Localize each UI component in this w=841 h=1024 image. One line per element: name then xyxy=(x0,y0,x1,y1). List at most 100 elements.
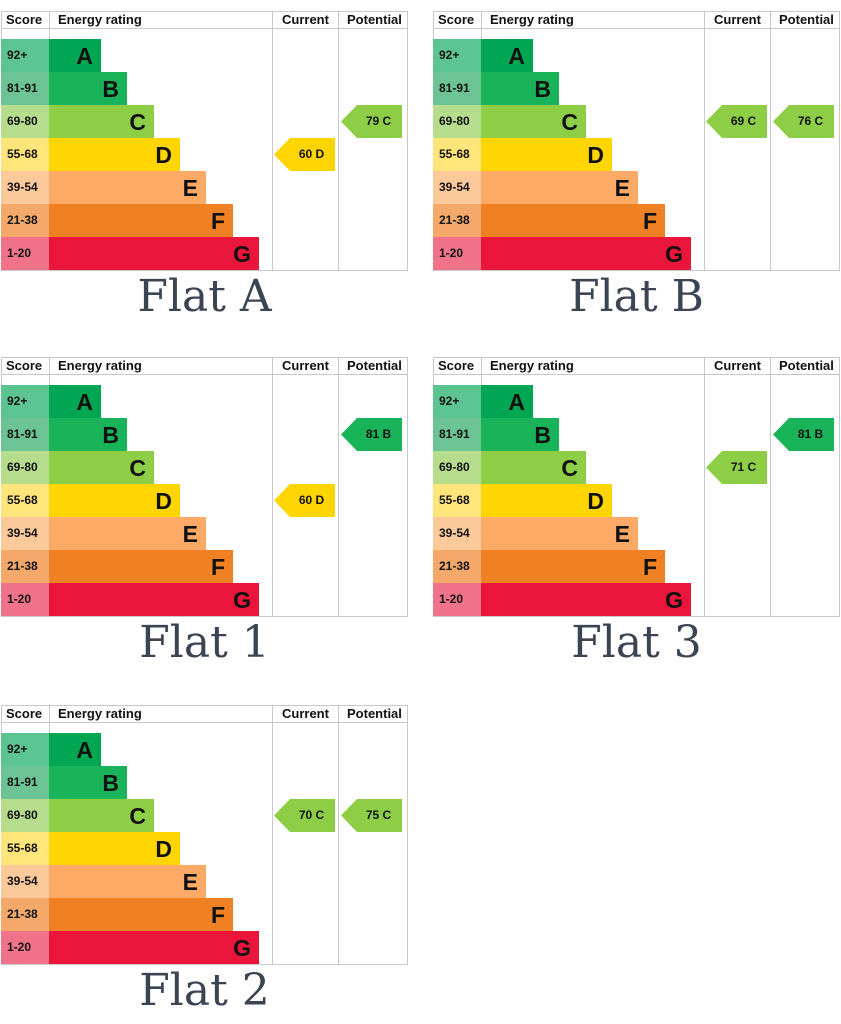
current-rating-label: 71 C xyxy=(730,460,757,474)
current-arrow-shape-shape xyxy=(274,138,335,171)
band-bar-d: D xyxy=(481,138,612,171)
score-range-g: 1-20 xyxy=(1,237,49,270)
band-bar-c: C xyxy=(49,105,154,138)
score-range-e: 39-54 xyxy=(433,517,481,550)
band-letter-d: D xyxy=(155,836,172,862)
score-range-d: 55-68 xyxy=(1,832,49,865)
right-border xyxy=(407,11,408,270)
score-range-b: 81-91 xyxy=(1,418,49,451)
score-range-c: 69-80 xyxy=(1,451,49,484)
band-bar-e: E xyxy=(49,517,206,550)
band-letter-d: D xyxy=(155,142,172,168)
epc-panel: Score Energy rating Current Potential 92+ A 81… xyxy=(1,357,408,668)
score-range-c: 69-80 xyxy=(1,105,49,138)
band-bar-f: F xyxy=(49,550,233,583)
band-letter-c: C xyxy=(129,455,146,481)
score-range-a: 92+ xyxy=(1,733,49,766)
current-header: Current xyxy=(714,12,761,27)
potential-rating-arrow: 81 B xyxy=(773,418,834,451)
epc-table: Score Energy rating Current Potential 92+ A 81… xyxy=(1,11,408,271)
band-letter-b: B xyxy=(102,422,119,448)
potential-header: Potential xyxy=(779,12,834,27)
band-bar-g: G xyxy=(49,583,259,616)
band-letter-c: C xyxy=(129,803,146,829)
band-bar-d: D xyxy=(49,484,180,517)
score-range-a: 92+ xyxy=(1,39,49,72)
potential-divider xyxy=(338,357,339,616)
band-bar-e: E xyxy=(481,517,638,550)
band-bar-f: F xyxy=(481,550,665,583)
flat-title: Flat B xyxy=(569,271,704,322)
score-range-g: 1-20 xyxy=(1,583,49,616)
score-range-g: 1-20 xyxy=(433,237,481,270)
band-letter-a: A xyxy=(76,389,93,415)
band-letter-e: E xyxy=(614,175,630,201)
band-letter-c: C xyxy=(129,109,146,135)
score-range-g: 1-20 xyxy=(1,931,49,964)
current-rating-arrow: 60 D xyxy=(274,138,335,171)
band-letter-e: E xyxy=(182,521,198,547)
current-arrow-shape-shape xyxy=(274,799,335,832)
header-bottom-border xyxy=(433,28,840,29)
current-divider xyxy=(272,11,273,270)
header-bottom-border xyxy=(1,374,408,375)
epc-panel: Score Energy rating Current Potential 92+ A 81… xyxy=(1,11,408,322)
band-letter-a: A xyxy=(76,43,93,69)
header-bottom-border xyxy=(1,28,408,29)
potential-arrow-shape-shape xyxy=(773,418,834,451)
band-bar-a: A xyxy=(49,385,101,418)
band-letter-g: G xyxy=(233,587,251,613)
band-bar-c: C xyxy=(481,451,586,484)
current-arrow-shape xyxy=(706,105,767,138)
potential-arrow-shape-shape xyxy=(773,105,834,138)
flat-title: Flat 3 xyxy=(571,617,702,668)
score-range-a: 92+ xyxy=(433,39,481,72)
band-letter-g: G xyxy=(665,241,683,267)
energy-rating-header: Energy rating xyxy=(490,12,574,27)
table-bottom-border xyxy=(1,616,408,617)
current-header: Current xyxy=(282,706,329,721)
band-bar-d: D xyxy=(481,484,612,517)
band-bar-e: E xyxy=(481,171,638,204)
score-header: Score xyxy=(438,358,475,373)
score-range-d: 55-68 xyxy=(433,138,481,171)
potential-divider xyxy=(770,357,771,616)
right-border xyxy=(839,11,840,270)
current-arrow-shape xyxy=(274,799,335,832)
score-range-b: 81-91 xyxy=(1,766,49,799)
current-rating-label: 70 C xyxy=(298,808,325,822)
potential-arrow-shape xyxy=(773,105,834,138)
band-bar-f: F xyxy=(481,204,665,237)
potential-header: Potential xyxy=(347,12,402,27)
band-bar-e: E xyxy=(49,865,206,898)
current-arrow-shape-shape xyxy=(706,451,767,484)
band-bar-c: C xyxy=(49,451,154,484)
potential-rating-arrow: 81 B xyxy=(341,418,402,451)
flat-title: Flat 1 xyxy=(139,617,270,668)
potential-divider xyxy=(338,705,339,964)
band-bar-e: E xyxy=(49,171,206,204)
table-top-border xyxy=(433,357,840,358)
score-header: Score xyxy=(6,358,43,373)
potential-arrow-shape-shape xyxy=(341,418,402,451)
header-bottom-border xyxy=(1,722,408,723)
score-range-e: 39-54 xyxy=(1,865,49,898)
epc-table: Score Energy rating Current Potential 92+ A 81… xyxy=(433,11,840,271)
potential-rating-arrow: 75 C xyxy=(341,799,402,832)
band-letter-a: A xyxy=(76,737,93,763)
band-bar-b: B xyxy=(49,72,127,105)
potential-arrow-shape xyxy=(341,799,402,832)
band-bar-b: B xyxy=(49,418,127,451)
epc-panel: Score Energy rating Current Potential 92+ A 81… xyxy=(433,11,840,322)
score-range-b: 81-91 xyxy=(433,418,481,451)
epc-table: Score Energy rating Current Potential 92+ A 81… xyxy=(433,357,840,617)
energy-rating-header: Energy rating xyxy=(58,358,142,373)
band-bar-b: B xyxy=(481,418,559,451)
band-letter-g: G xyxy=(233,935,251,961)
current-arrow-shape-shape xyxy=(274,484,335,517)
potential-divider xyxy=(770,11,771,270)
current-rating-arrow: 71 C xyxy=(706,451,767,484)
current-header: Current xyxy=(714,358,761,373)
score-range-f: 21-38 xyxy=(1,898,49,931)
current-divider xyxy=(272,705,273,964)
